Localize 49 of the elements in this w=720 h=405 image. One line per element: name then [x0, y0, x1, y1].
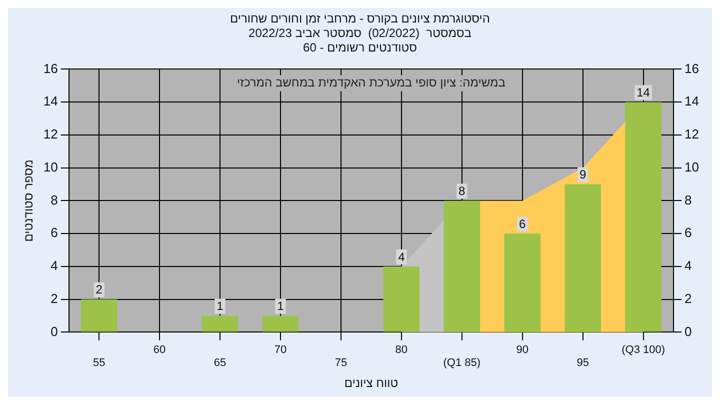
x-tick-label: 75 — [334, 357, 348, 370]
y-axis-title: מספר סטודנטים — [22, 160, 36, 242]
y2-tick-label: 16 — [684, 60, 700, 76]
y2-tick-label: 8 — [684, 192, 692, 208]
x-tick-label: 90 — [516, 344, 528, 356]
data-label: 1 — [277, 299, 284, 314]
data-label: 14 — [636, 85, 650, 100]
y2-tick-label: 0 — [684, 324, 692, 339]
y-tick-label: 6 — [50, 225, 58, 240]
data-label: 1 — [216, 299, 224, 314]
y2-tick-label: 12 — [684, 126, 700, 142]
bar — [564, 184, 601, 332]
bar — [444, 200, 480, 332]
chart-title: היסטוגרמת ציונים בקורס - מרחבי זמן וחורים שחורים בסמסטר (02/2022) סמסטר אביב 2022/23 — [230, 12, 490, 40]
y2-tick-label: 4 — [684, 258, 692, 274]
chart-subtitle: סטודנטים רשומים - 60 — [303, 40, 418, 54]
y2-tick-label: 6 — [684, 225, 692, 240]
x-tick-label: 95 — [576, 357, 589, 370]
y-tick-label: 14 — [43, 94, 58, 109]
x-tick-label: 70 — [274, 344, 287, 356]
bar — [80, 299, 118, 332]
x-axis-title: טווח ציונים — [344, 376, 398, 390]
annotation: במשימה: ציון סופי במערכת האקדמית במחשב המרכזי — [236, 76, 506, 90]
x-tick-label: 65 — [214, 357, 226, 370]
x-tick-label: (Q1 85) — [443, 357, 481, 370]
bar — [262, 316, 299, 332]
x-tick-label: (Q3 100) — [622, 344, 666, 356]
y-tick-label: 4 — [50, 258, 58, 274]
bar — [625, 102, 662, 332]
y-tick-label: 2 — [50, 290, 58, 306]
y-tick-label: 0 — [50, 324, 58, 339]
x-tick-label: 55 — [92, 357, 106, 370]
data-label: 9 — [579, 168, 586, 182]
y-tick-label: 8 — [50, 192, 58, 208]
y2-tick-label: 14 — [684, 94, 700, 109]
bar — [504, 234, 541, 332]
y-tick-label: 10 — [43, 159, 58, 174]
data-label: 4 — [398, 250, 406, 264]
y2-tick-label: 2 — [684, 290, 692, 306]
x-tick-label: 80 — [395, 344, 408, 356]
y-tick-label: 12 — [43, 126, 58, 142]
x-tick-label: 60 — [153, 344, 166, 356]
bar — [202, 316, 238, 332]
data-label: 2 — [96, 282, 103, 297]
y-tick-label: 16 — [43, 60, 58, 76]
y2-tick-label: 10 — [684, 159, 700, 174]
data-label: 8 — [458, 184, 466, 198]
bar — [383, 266, 420, 332]
data-label: 6 — [519, 216, 526, 231]
